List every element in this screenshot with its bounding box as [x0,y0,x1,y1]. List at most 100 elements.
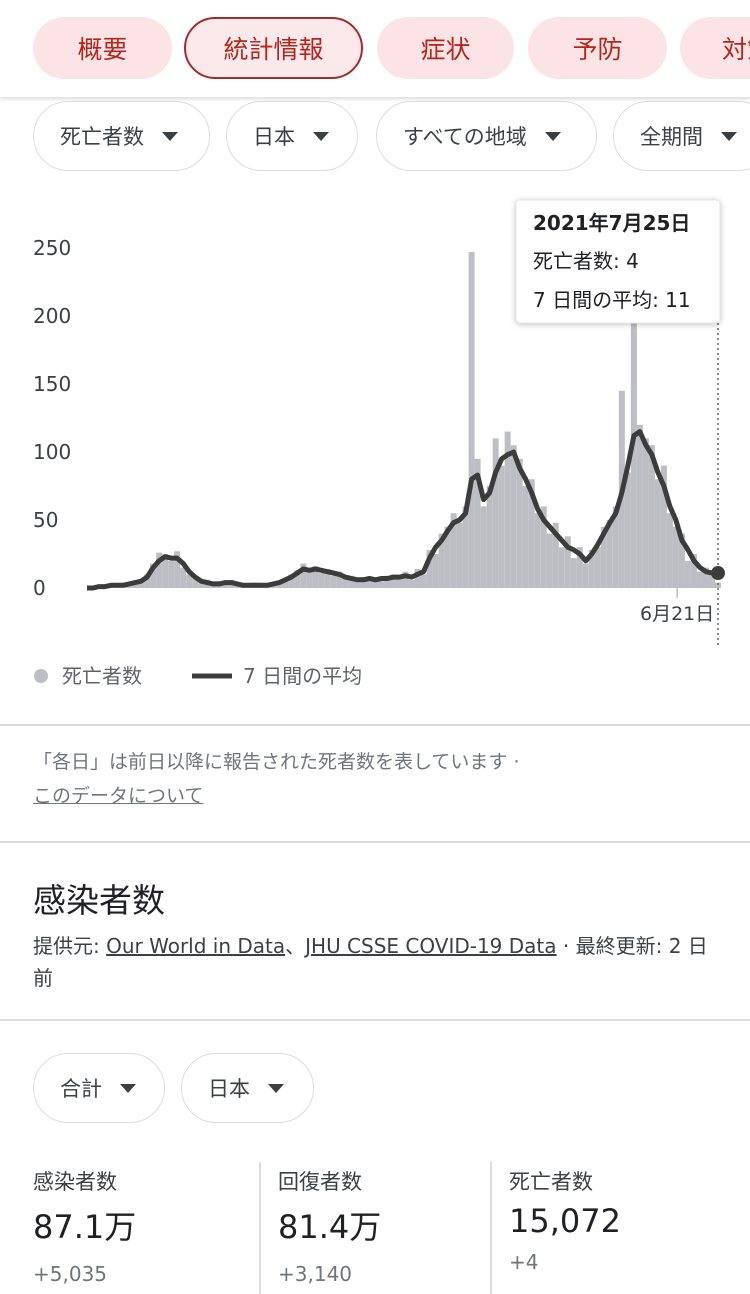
stat-change: +5,035 [33,1262,108,1286]
bar [156,552,163,588]
bar [612,506,619,588]
bar [582,563,589,588]
column-divider [259,1162,261,1294]
bar [528,479,535,588]
tab[interactable]: 予防 [528,17,667,79]
bar [372,578,379,588]
x-tick-label: 6月21日 [640,603,714,625]
source-text: 提供元: [33,934,107,958]
bar [594,547,601,588]
bar [654,479,661,588]
source: 提供元: Our World in Data、JHU CSSE COVID-19… [33,930,713,994]
bar [342,578,349,588]
filter-label: すべての地域 [403,125,527,149]
tab[interactable]: 対策 [680,17,750,79]
bar [390,574,397,588]
filter-pill[interactable]: 死亡者数 [33,101,210,171]
y-tick-label: 100 [33,440,71,464]
bar [432,554,439,588]
bar [702,567,709,588]
divider [0,1019,750,1021]
bar [510,445,517,588]
bar [606,520,613,588]
filter-pill[interactable]: すべての地域 [376,101,597,171]
y-tick-label: 150 [33,372,71,396]
bar [636,424,643,588]
bar [168,560,175,588]
filter-label: 日本 [253,125,295,149]
bar [468,252,475,588]
legend-label: 死亡者数 [62,664,142,688]
dropdown-arrow [162,131,178,141]
bar [312,566,319,588]
y-tick-label: 0 [33,576,46,600]
bar [564,536,571,588]
stat-value: 15,072 [509,1202,621,1240]
bar [534,513,541,588]
section-title: 感染者数 [33,881,165,920]
bar [402,571,409,588]
filter-label: 死亡者数 [60,125,144,149]
stat-change: +4 [509,1250,539,1274]
source-link[interactable]: Our World in Data [106,934,286,958]
bar [666,513,673,588]
bar [222,583,229,588]
dropdown-arrow [120,1083,136,1093]
bar [282,578,289,588]
bar [336,571,343,588]
bar [162,554,169,588]
bar [288,574,295,588]
source-text: · 最終更新: 2 日前 [33,934,708,990]
bar [324,568,331,588]
bar [174,551,181,588]
bar [126,585,133,588]
bar [642,438,649,588]
bar [588,549,595,588]
stat-label: 回復者数 [278,1170,362,1194]
bar [516,458,523,588]
bar [192,578,199,588]
bar [234,585,241,588]
tab[interactable]: 症状 [377,17,514,79]
filter-pill[interactable]: 日本 [226,101,358,171]
tab[interactable]: 統計情報 [184,17,363,79]
bar [180,567,187,588]
bar [210,585,217,588]
bar [480,506,487,588]
tab[interactable]: 概要 [33,17,172,79]
bar [450,513,457,588]
cursor-dot [711,566,725,581]
bar [420,574,427,588]
bar [462,506,469,588]
bar [540,506,547,588]
bar [552,522,559,588]
bar [624,472,631,588]
bar [504,431,511,588]
bar [330,575,337,588]
bar [690,554,697,588]
tooltip-line: 死亡者数: 4 [533,249,639,273]
bar [678,533,685,588]
dropdown-arrow [544,131,561,141]
tab-bar: 概要統計情報症状予防対策 [0,0,750,97]
bar [426,549,433,588]
tooltip-line: 7 日間の平均: 11 [533,288,691,312]
bar [186,574,193,588]
bar [648,445,655,588]
filter-pill[interactable]: 合計 [33,1053,165,1123]
bar [715,582,721,588]
bar [396,578,403,588]
filter-pill[interactable]: 全期間 [613,101,750,171]
source-link[interactable]: JHU CSSE COVID-19 Data [305,934,557,958]
average-line [87,429,718,591]
filter-pill[interactable]: 日本 [181,1053,314,1123]
bar [438,533,445,588]
bar [444,526,451,588]
note-link[interactable]: このデータについて [33,785,204,807]
note: 「各日」は前日以降に報告された死者数を表しています · このデータについて [33,745,733,813]
bar [300,563,307,588]
y-tick-label: 200 [33,304,71,328]
